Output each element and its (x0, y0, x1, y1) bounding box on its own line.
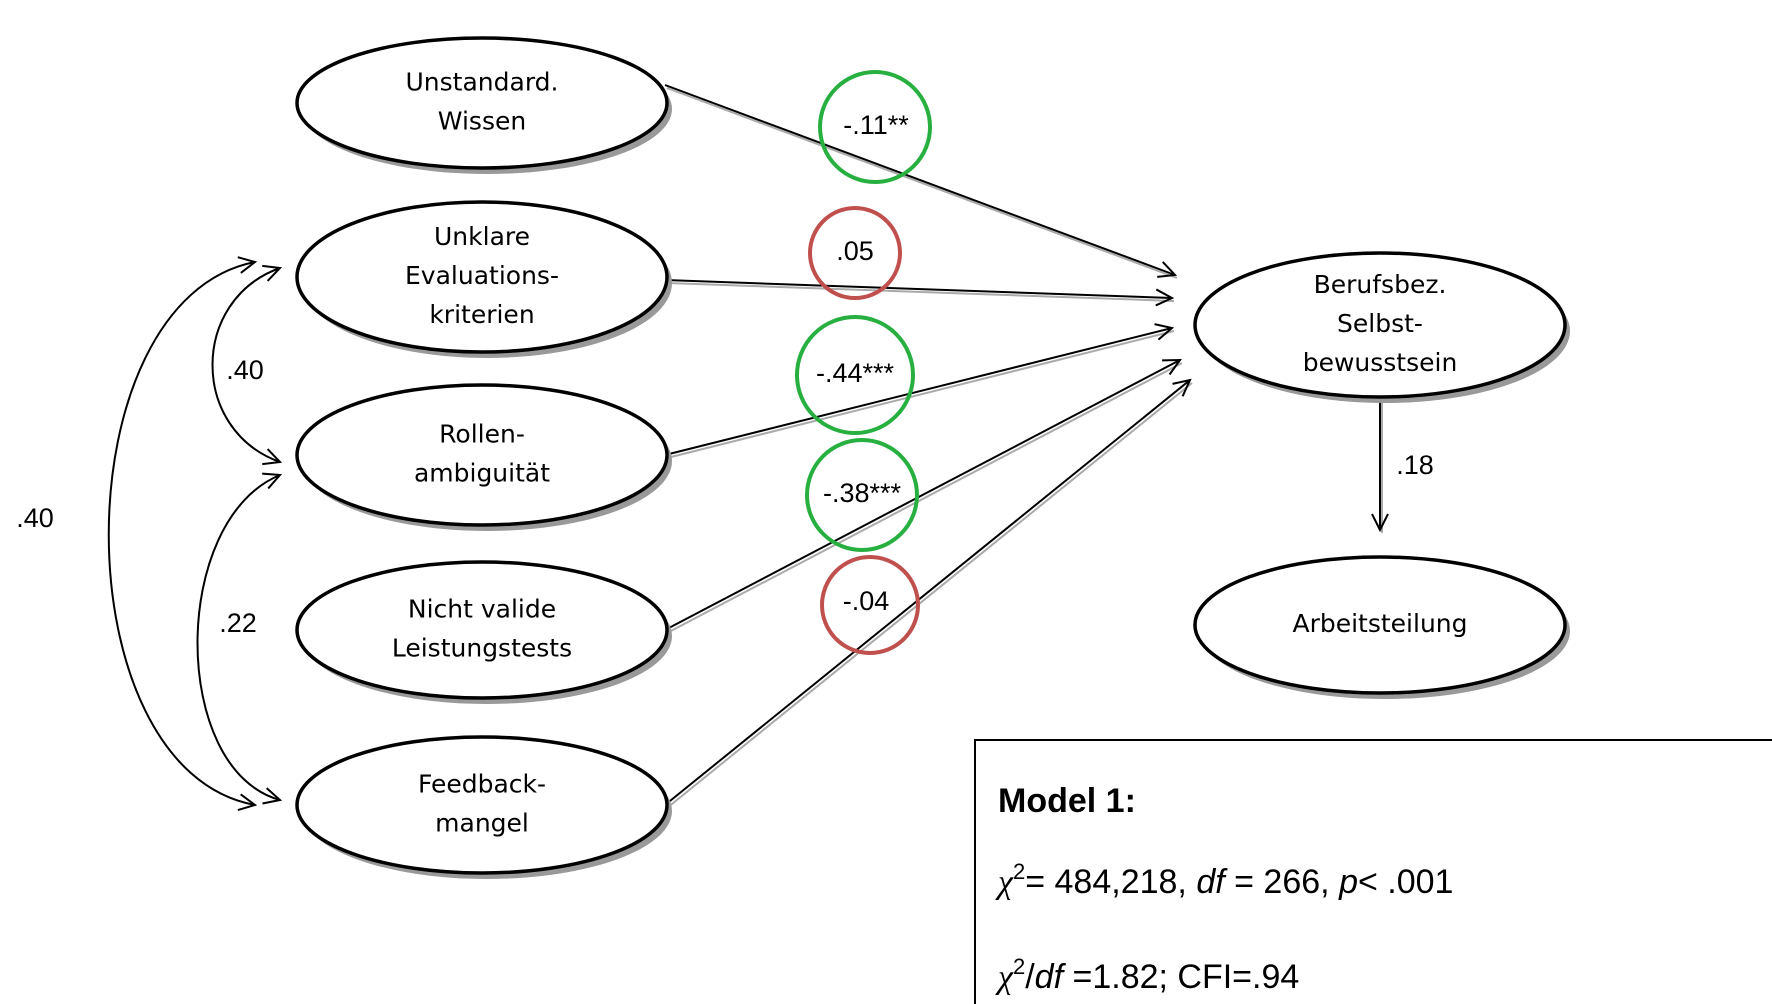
node-label: mangel (435, 809, 529, 838)
text: / (1025, 958, 1035, 996)
text: χ (995, 959, 1014, 996)
highlight-circle (808, 206, 902, 300)
text: 2 (1013, 954, 1025, 979)
correlation-label: .40 (226, 355, 264, 385)
node (1193, 555, 1567, 695)
node-label: Unklare (434, 222, 530, 251)
model-line: χ2/df =1.82; CFI=.94 (995, 954, 1299, 996)
text: =1.82; CFI=.94 (1063, 958, 1299, 996)
text: df (1035, 958, 1067, 996)
node (295, 200, 669, 354)
node-label: Wissen (438, 107, 526, 136)
model-line: χ2= 484,218, df = 266, p< .001 (995, 859, 1453, 901)
model-title: Model 1: (998, 782, 1136, 820)
node (295, 383, 669, 527)
path-label: .05 (836, 236, 874, 266)
links (107, 84, 1382, 809)
highlight-circle (818, 70, 932, 184)
node-label: ambiguität (414, 459, 550, 488)
path-arrow-shadow (666, 330, 1175, 459)
path-label: -.38*** (823, 478, 902, 508)
node-label: Arbeitsteilung (1292, 609, 1467, 638)
correlation-label: .22 (219, 608, 257, 638)
node-label: Unstandard. (406, 68, 559, 97)
path-arrow (664, 279, 1172, 298)
node (295, 560, 669, 700)
path-arrow (664, 84, 1175, 275)
path-arrow-shadow (666, 382, 1193, 809)
correlation-label: .40 (16, 503, 54, 533)
node (295, 36, 669, 170)
path-arrow-shadow (666, 282, 1175, 302)
node-label: kriterien (429, 300, 534, 329)
text: 2 (1013, 859, 1025, 884)
path-arrow (664, 380, 1190, 806)
node-label: Nicht valide (408, 595, 556, 624)
path-label: -.44*** (816, 358, 895, 388)
node-label: Rollen- (439, 420, 525, 449)
path-arrow (664, 360, 1180, 631)
node-label: Leistungstests (392, 634, 572, 663)
path-arrow-shadow (666, 362, 1183, 634)
highlight-circle (820, 555, 920, 655)
nodes: Unstandard. Wissen Unklare Evaluations-krit… (295, 36, 1570, 879)
model-frame (974, 739, 1772, 1004)
node-label: Selbst- (1337, 309, 1423, 338)
correlation-arrow (107, 262, 255, 805)
path-label: -.11** (843, 110, 909, 140)
labels: -.11** .05 -.44*** -.38*** -.04 .18 .40 .40 .22 (16, 70, 1434, 655)
path-arrow-shadow (666, 87, 1178, 279)
text: df (1196, 863, 1228, 901)
path-arrow (664, 328, 1172, 456)
node-label: bewusstsein (1303, 348, 1458, 377)
node-label: Feedback- (418, 770, 546, 799)
node-label: Berufsbez. (1314, 270, 1447, 299)
node-label: Evaluations- (405, 261, 559, 290)
node (295, 735, 669, 875)
text: < .001 (1358, 863, 1453, 901)
text: χ (995, 864, 1014, 901)
path-label: .18 (1396, 450, 1434, 480)
model-box: Model 1: χ2= 484,218, df = 266, p< .001 … (974, 739, 1772, 1004)
node (1193, 251, 1567, 399)
correlation-arrow (196, 475, 281, 800)
path-label: -.04 (843, 586, 890, 616)
text: p (1338, 863, 1358, 901)
highlight-circle (805, 438, 919, 552)
highlight-circle (795, 315, 915, 435)
text: = 484,218, (1025, 863, 1196, 901)
text: = 266, (1225, 863, 1339, 901)
